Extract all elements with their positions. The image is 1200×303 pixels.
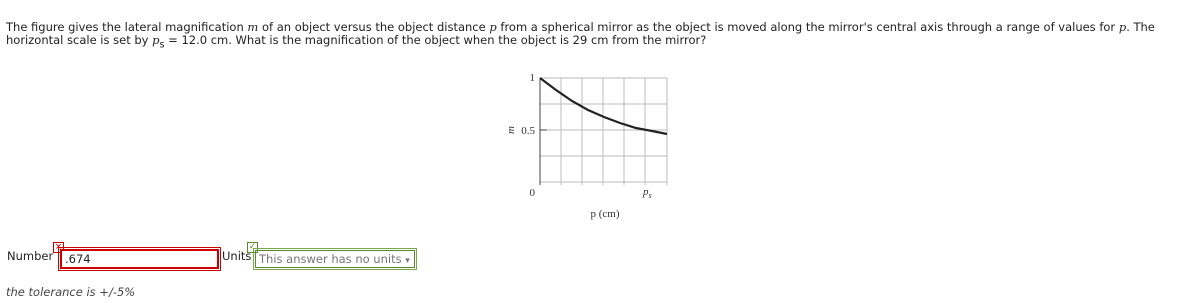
question-text: of an object versus the object distance bbox=[258, 20, 490, 34]
correct-icon: ✓ bbox=[247, 242, 258, 253]
question-var: p bbox=[1118, 20, 1127, 34]
question-text: The figure gives the lateral magnificati… bbox=[6, 20, 248, 34]
number-label: Number bbox=[7, 249, 54, 263]
question-var: p bbox=[489, 20, 497, 34]
x-axis-label: p (cm) bbox=[590, 208, 619, 220]
question-text: = 12.0 cm. What is the magnification of … bbox=[164, 33, 707, 47]
question: The figure gives the lateral magnificati… bbox=[6, 21, 1181, 51]
question-var: p bbox=[152, 33, 160, 47]
ps-label: ps bbox=[642, 186, 652, 200]
ps-sub: s bbox=[649, 191, 652, 200]
units-value: This answer has no units bbox=[259, 252, 402, 266]
y-axis-label: m bbox=[505, 126, 517, 134]
figure: 1 0.5 0 m p (cm) ps bbox=[505, 72, 668, 220]
ps-var: p bbox=[642, 186, 649, 198]
y-tick-label: 0 bbox=[530, 187, 536, 199]
dropdown-arrow: ▾ bbox=[405, 256, 410, 266]
question-text: from a spherical mirror as the object is… bbox=[496, 20, 1119, 34]
question-text: . The horizontal scale is set by bbox=[6, 20, 1155, 47]
tolerance: the tolerance is +/-5% bbox=[6, 285, 136, 299]
units-label: Units bbox=[222, 249, 252, 263]
y-tick-label: 1 bbox=[530, 72, 536, 84]
question-var: m bbox=[247, 20, 259, 34]
wrong-icon: × bbox=[53, 242, 64, 253]
curve bbox=[539, 77, 668, 136]
question-sub: s bbox=[159, 39, 165, 51]
grid bbox=[539, 77, 668, 185]
y-tick-label: 0.5 bbox=[521, 125, 535, 137]
number-input[interactable]: .674 bbox=[58, 247, 221, 271]
units-select[interactable]: This answer has no units ▾ bbox=[253, 248, 417, 270]
